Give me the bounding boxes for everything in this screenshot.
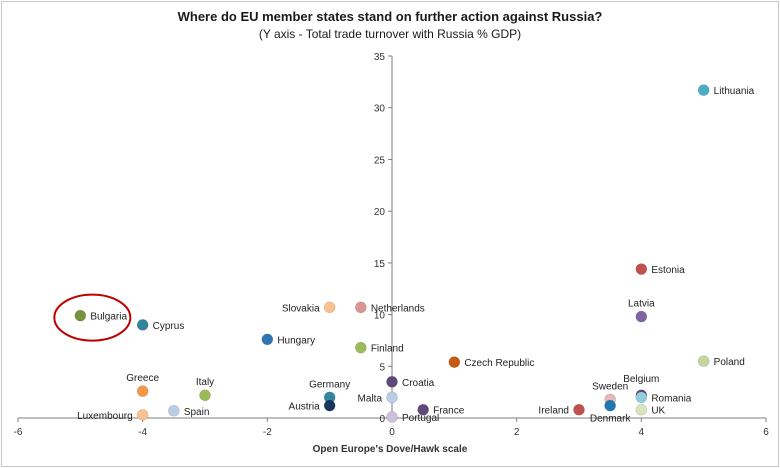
y-tick-label: 15 (374, 259, 386, 270)
y-tick-label: 35 (374, 52, 386, 63)
data-point-romania (635, 391, 648, 404)
chart-title: Where do EU member states stand on furth… (178, 9, 603, 24)
y-tick-label: 0 (379, 414, 385, 425)
data-point-denmark (604, 399, 616, 412)
x-tick-label: -2 (263, 427, 272, 438)
data-point-greece (136, 385, 149, 397)
data-point-croatia (386, 375, 398, 388)
point-label: Hungary (277, 335, 315, 346)
data-point-poland (697, 355, 710, 367)
data-point-malta (386, 391, 398, 404)
point-label: Cyprus (153, 321, 185, 332)
point-label: France (433, 406, 465, 417)
data-point-bulgaria (74, 309, 87, 322)
point-label: Bulgaria (90, 312, 127, 323)
x-tick-label: 6 (763, 427, 769, 438)
point-label: Austria (289, 402, 321, 413)
x-axis-label: Open Europe's Dove/Hawk scale (313, 444, 468, 455)
y-tick-label: 5 (379, 362, 385, 373)
point-label: Portugal (402, 413, 439, 424)
point-label: Croatia (402, 378, 435, 389)
data-point-italy (199, 389, 211, 402)
point-label: Luxembourg (77, 411, 133, 422)
data-point-hungary (261, 333, 274, 346)
point-label: Romania (651, 393, 691, 404)
data-point-lithuania (697, 84, 710, 96)
data-point-finland (355, 341, 367, 354)
point-label: Sweden (592, 381, 628, 392)
data-point-france (417, 403, 429, 416)
data-point-portugal (386, 411, 398, 423)
y-tick-label: 30 (374, 104, 386, 115)
point-label: Lithuania (714, 86, 755, 97)
y-tick-label: 25 (374, 155, 386, 166)
data-point-czech-republic (448, 356, 461, 368)
data-point-cyprus (136, 319, 149, 331)
data-point-luxembourg (136, 409, 149, 421)
data-point-slovakia (323, 301, 336, 314)
point-label: Spain (184, 407, 210, 418)
tick-labels-group: -6 -4 -2 0 2 4 6 0 5 10 15 20 25 30 35 (14, 52, 770, 438)
x-tick-label: -6 (14, 427, 23, 438)
x-tick-label: 0 (389, 427, 395, 438)
axes-group (17, 55, 767, 422)
point-label: Finland (371, 344, 404, 355)
point-label: Czech Republic (464, 358, 534, 369)
point-label: Poland (714, 357, 745, 368)
x-tick-label: -4 (138, 427, 147, 438)
x-tick-label: 2 (514, 427, 520, 438)
data-point-uk (635, 403, 648, 416)
point-label: Greece (126, 373, 159, 384)
data-point-netherlands (355, 301, 367, 314)
point-label: Belgium (623, 374, 659, 385)
data-points-group (74, 84, 710, 423)
point-label: Denmark (590, 414, 632, 425)
point-label: Latvia (628, 299, 655, 310)
highlight-group (53, 293, 132, 342)
point-label: Netherlands (371, 303, 425, 314)
chart-subtitle: (Y axis - Total trade turnover with Russ… (259, 27, 521, 41)
point-label: Germany (309, 379, 350, 390)
data-point-spain (168, 404, 180, 417)
data-point-austria (323, 399, 336, 412)
x-tick-label: 4 (639, 427, 645, 438)
data-point-ireland (573, 403, 585, 416)
highlight-ellipse (53, 293, 132, 342)
point-labels-group: Lithuania Estonia Latvia Poland Belgium Roman… (77, 86, 755, 424)
point-label: Italy (196, 377, 214, 388)
point-label: Ireland (538, 406, 569, 417)
data-point-latvia (635, 310, 648, 323)
y-tick-label: 20 (374, 207, 386, 218)
point-label: Slovakia (282, 303, 320, 314)
point-label: Estonia (651, 265, 685, 276)
y-tick-label: 10 (374, 311, 386, 322)
data-point-estonia (635, 263, 648, 275)
point-label: UK (651, 406, 665, 417)
point-label: Malta (358, 393, 383, 404)
